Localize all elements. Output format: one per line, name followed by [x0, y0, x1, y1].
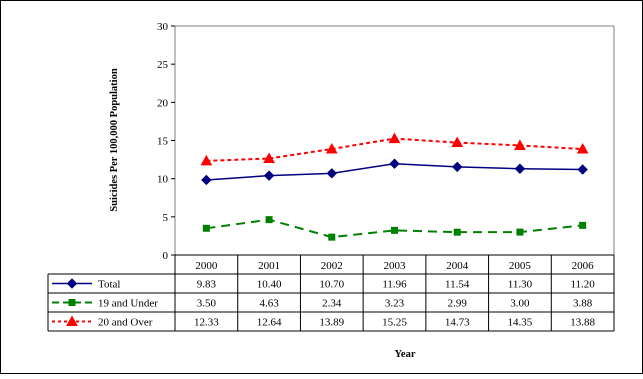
data-label-20-and-over: 13.89: [319, 317, 344, 329]
data-label-19-and-under: 3.00: [510, 298, 530, 310]
data-point-19-and-under: [202, 224, 210, 232]
legend-marker-total: [66, 278, 78, 289]
legend-marker-20-and-over: [66, 315, 78, 326]
data-label-total: 11.54: [445, 279, 470, 291]
data-label-20-and-over: 12.64: [257, 317, 282, 329]
data-label-19-and-under: 2.34: [322, 298, 342, 310]
category-label: 2006: [572, 260, 595, 272]
data-label-19-and-under: 3.50: [197, 298, 217, 310]
data-label-20-and-over: 13.88: [570, 317, 595, 329]
data-label-20-and-over: 14.35: [508, 317, 533, 329]
y-tick-label: 30: [157, 21, 169, 33]
data-point-20-and-over: [576, 143, 589, 154]
data-label-19-and-under: 2.99: [448, 298, 468, 310]
legend-label-total: Total: [98, 279, 120, 291]
data-label-total: 11.96: [382, 279, 407, 291]
category-label: 2005: [509, 260, 532, 272]
data-label-20-and-over: 14.73: [445, 317, 470, 329]
data-point-20-and-over: [388, 132, 401, 144]
data-point-total: [452, 161, 463, 173]
data-point-19-and-under: [453, 228, 461, 236]
y-tick-label: 25: [157, 59, 169, 71]
data-point-19-and-under: [516, 228, 524, 236]
data-label-20-and-over: 12.33: [194, 317, 219, 329]
category-label: 2003: [384, 260, 407, 272]
data-label-total: 9.83: [197, 279, 217, 291]
category-label: 2000: [195, 260, 218, 272]
data-label-total: 11.20: [570, 279, 595, 291]
data-point-total: [577, 164, 588, 175]
y-tick-label: 20: [157, 97, 169, 109]
data-point-total: [514, 163, 526, 174]
data-point-20-and-over: [514, 139, 526, 150]
data-label-19-and-under: 4.63: [259, 298, 279, 310]
legend-label-19-and-under: 19 and Under: [98, 298, 158, 310]
data-label-total: 11.30: [508, 279, 533, 291]
y-tick-label: 10: [157, 174, 169, 186]
category-label: 2002: [321, 260, 343, 272]
y-axis-label: Suicides Per 100,000 Population: [109, 68, 120, 211]
x-axis-label: Year: [395, 349, 416, 360]
data-label-20-and-over: 15.25: [382, 317, 407, 329]
data-point-19-and-under: [265, 216, 273, 224]
category-label: 2004: [446, 260, 469, 272]
y-tick-label: 5: [163, 212, 169, 224]
data-point-19-and-under: [579, 221, 587, 229]
data-point-total: [326, 168, 337, 179]
data-point-total: [201, 174, 212, 186]
data-point-19-and-under: [328, 233, 336, 241]
data-point-19-and-under: [391, 226, 398, 234]
data-point-20-and-over: [325, 142, 338, 154]
legend-label-20-and-over: 20 and Over: [98, 317, 153, 329]
legend-marker-19-and-under: [68, 299, 76, 306]
data-label-total: 10.40: [257, 279, 282, 291]
y-tick-label: 15: [157, 136, 169, 148]
data-point-20-and-over: [451, 136, 464, 148]
data-label-19-and-under: 3.23: [385, 298, 405, 310]
data-point-total: [263, 170, 275, 181]
data-point-20-and-over: [200, 154, 213, 166]
data-label-total: 10.70: [319, 279, 344, 291]
data-point-total: [389, 158, 400, 169]
data-label-19-and-under: 3.88: [573, 298, 593, 310]
data-point-20-and-over: [263, 152, 275, 164]
y-tick-label: 0: [163, 250, 169, 262]
category-label: 2001: [258, 260, 280, 272]
